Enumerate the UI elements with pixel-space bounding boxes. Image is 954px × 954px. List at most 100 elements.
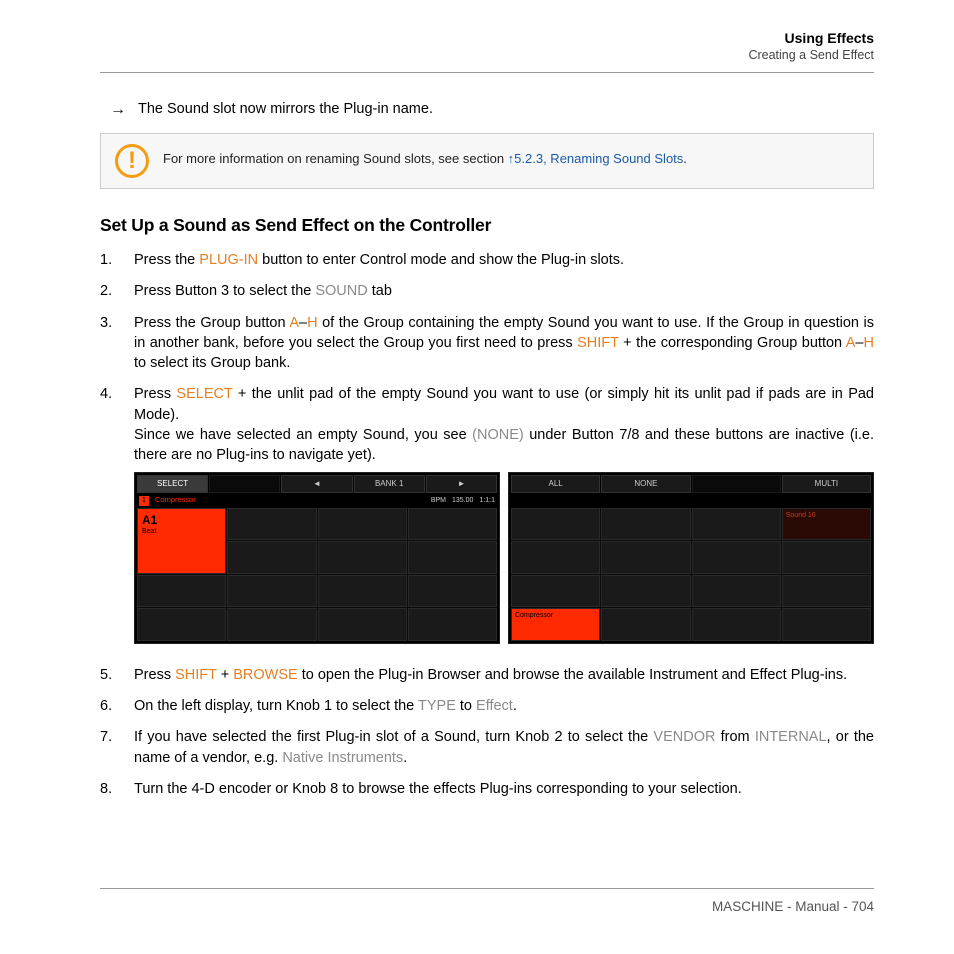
controller-screenshot: SELECT ◄ BANK 1 ► 1 Compressor BPM 135.0… — [134, 472, 874, 644]
t: Turn the 4-D encoder or Knob 8 to browse… — [134, 781, 742, 797]
pad[interactable] — [782, 608, 871, 641]
slot-name: Compressor — [155, 495, 196, 506]
steps-list: Press the PLUG-IN button to enter Contro… — [100, 250, 874, 799]
t: . — [513, 698, 517, 714]
btn-prev[interactable]: ◄ — [281, 475, 352, 493]
g: INTERNAL — [755, 729, 827, 745]
g: (NONE) — [472, 427, 524, 443]
step-4: Press SELECT + the unlit pad of the empt… — [100, 384, 874, 653]
pad[interactable] — [318, 508, 407, 541]
pad-sound16[interactable]: Sound 16 — [782, 508, 871, 541]
slot-number: 1 — [139, 496, 149, 506]
right-top-buttons: ALL NONE MULTI — [511, 475, 871, 493]
step-3: Press the Group button A–H of the Group … — [100, 313, 874, 374]
t: + the unlit pad of the empty Sound you w… — [134, 386, 874, 422]
g-sound: SOUND — [315, 283, 367, 299]
g: Native Instruments — [282, 750, 403, 766]
hl: SHIFT — [577, 335, 619, 351]
pad[interactable] — [318, 541, 407, 574]
t: + the corresponding Group button — [619, 335, 846, 351]
pad[interactable] — [227, 541, 316, 574]
t: . — [403, 750, 407, 766]
t: to open the Plug-in Browser and browse t… — [298, 667, 847, 683]
compressor-label: Compressor — [515, 611, 553, 621]
step-8: Turn the 4-D encoder or Knob 8 to browse… — [100, 779, 874, 799]
right-panel: ALL NONE MULTI Sound 16 — [508, 472, 874, 644]
pad[interactable] — [692, 508, 781, 541]
pad[interactable] — [408, 541, 497, 574]
t: On the left display, turn Knob 1 to sele… — [134, 698, 418, 714]
bpm-value: 135.00 — [452, 496, 473, 506]
pad[interactable] — [601, 608, 690, 641]
hl: H — [864, 335, 874, 351]
left-top-buttons: SELECT ◄ BANK 1 ► — [137, 475, 497, 493]
page-footer: MASCHINE - Manual - 704 — [100, 888, 874, 914]
pad[interactable] — [408, 608, 497, 641]
pad-a1[interactable]: A1 Beat — [137, 508, 226, 574]
hl: A — [846, 335, 856, 351]
position: 1:1:1 — [479, 496, 495, 506]
t: button to enter Control mode and show th… — [258, 252, 624, 268]
callout-link[interactable]: ↑5.2.3, Renaming Sound Slots — [508, 151, 684, 166]
hl: BROWSE — [233, 667, 297, 683]
pad[interactable] — [601, 575, 690, 608]
left-grid: A1 Beat — [137, 508, 497, 641]
btn-multi[interactable]: MULTI — [782, 475, 871, 493]
pad[interactable] — [408, 508, 497, 541]
pad[interactable] — [227, 575, 316, 608]
t: If you have selected the first Plug-in s… — [134, 729, 653, 745]
hl-plugin: PLUG-IN — [199, 252, 258, 268]
pad[interactable] — [692, 608, 781, 641]
pad[interactable] — [227, 608, 316, 641]
callout-after: . — [683, 151, 687, 166]
btn-empty — [692, 475, 781, 493]
pad[interactable] — [318, 575, 407, 608]
t: Press Button 3 to select the — [134, 283, 315, 299]
header-subtitle: Creating a Send Effect — [100, 48, 874, 62]
g: TYPE — [418, 698, 456, 714]
btn-bank[interactable]: BANK 1 — [354, 475, 425, 493]
pad[interactable] — [511, 541, 600, 574]
pad[interactable] — [692, 575, 781, 608]
left-panel: SELECT ◄ BANK 1 ► 1 Compressor BPM 135.0… — [134, 472, 500, 644]
t: to select its Group bank. — [134, 355, 290, 371]
step-1: Press the PLUG-IN button to enter Contro… — [100, 250, 874, 270]
step-7: If you have selected the first Plug-in s… — [100, 727, 874, 768]
pad[interactable] — [782, 575, 871, 608]
pad[interactable] — [601, 541, 690, 574]
sound16-label: Sound 16 — [786, 511, 816, 521]
pad[interactable] — [227, 508, 316, 541]
btn-none[interactable]: NONE — [601, 475, 690, 493]
pad[interactable] — [318, 608, 407, 641]
btn-all[interactable]: ALL — [511, 475, 600, 493]
result-line: → The Sound slot now mirrors the Plug-in… — [110, 101, 874, 119]
a1-sub: Beat — [142, 527, 156, 537]
pad[interactable] — [511, 575, 600, 608]
t: to — [456, 698, 476, 714]
t: Press — [134, 386, 176, 402]
arrow-icon: → — [110, 101, 138, 119]
btn-empty — [209, 475, 280, 493]
pad[interactable] — [601, 508, 690, 541]
bpm-label: BPM — [431, 496, 446, 506]
info-callout: ! For more information on renaming Sound… — [100, 133, 874, 189]
pad[interactable] — [137, 608, 226, 641]
pad[interactable] — [511, 508, 600, 541]
pad[interactable] — [137, 575, 226, 608]
t: Press the — [134, 252, 199, 268]
g: Effect — [476, 698, 513, 714]
pad-compressor[interactable]: Compressor — [511, 608, 600, 641]
hl: H — [307, 315, 317, 331]
pad[interactable] — [782, 541, 871, 574]
t: – — [855, 335, 863, 351]
t: tab — [368, 283, 392, 299]
t: – — [299, 315, 307, 331]
btn-next[interactable]: ► — [426, 475, 497, 493]
pad[interactable] — [692, 541, 781, 574]
t: from — [715, 729, 754, 745]
result-text: The Sound slot now mirrors the Plug-in n… — [138, 101, 433, 119]
callout-text: For more information on renaming Sound s… — [163, 144, 687, 166]
right-info-row — [511, 494, 871, 508]
btn-select[interactable]: SELECT — [137, 475, 208, 493]
pad[interactable] — [408, 575, 497, 608]
